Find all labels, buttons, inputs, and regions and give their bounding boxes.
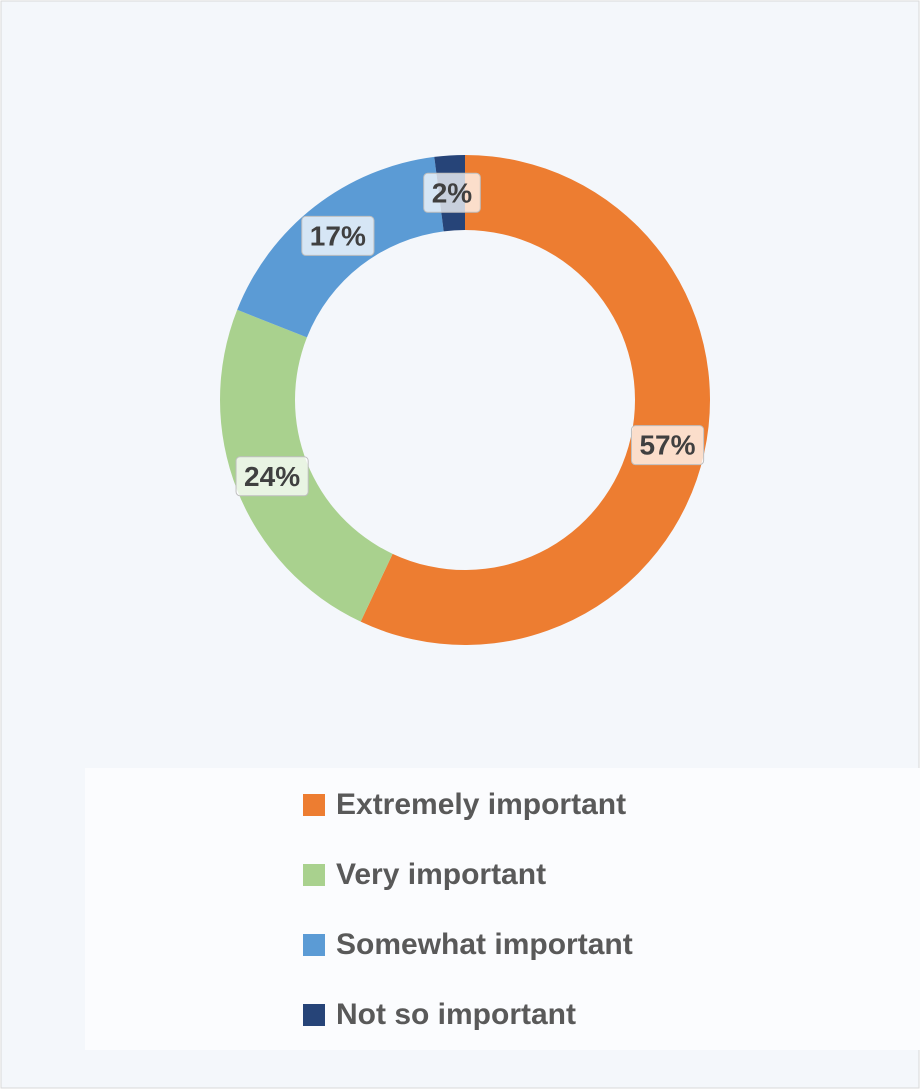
legend-swatch xyxy=(303,934,325,956)
value-label-box xyxy=(301,215,375,256)
value-label-box xyxy=(630,425,705,466)
value-label-box xyxy=(235,456,309,497)
value-label: 17% xyxy=(310,220,366,251)
legend-swatch xyxy=(303,1004,325,1026)
legend-label: Extremely important xyxy=(336,788,626,821)
legend-swatch xyxy=(303,794,325,816)
value-label: 24% xyxy=(244,461,300,492)
legend-swatch xyxy=(303,864,325,886)
legend-label: Very important xyxy=(336,858,546,891)
legend-label: Somewhat important xyxy=(336,928,633,961)
value-label: 2% xyxy=(432,177,473,208)
value-label-box xyxy=(423,172,481,213)
legend-label: Not so important xyxy=(336,998,576,1031)
legend-box xyxy=(85,768,920,1050)
value-label: 57% xyxy=(639,430,695,461)
donut-slice xyxy=(360,154,711,645)
